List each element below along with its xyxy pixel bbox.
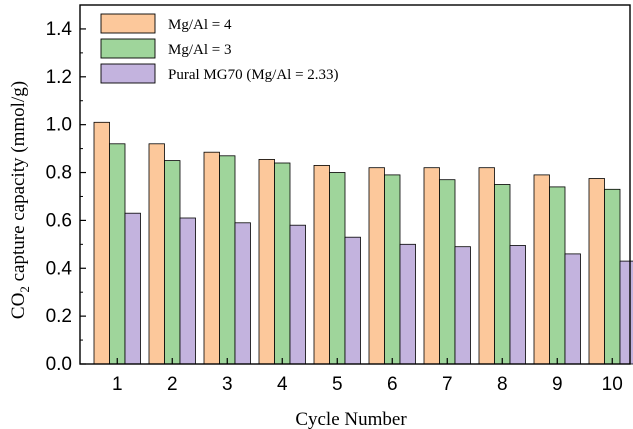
bar-s1-cycle-3 bbox=[203, 151, 220, 365]
bar-s3-cycle-7 bbox=[454, 246, 471, 365]
bar-s2-cycle-1 bbox=[109, 143, 126, 365]
bar-s2-cycle-5 bbox=[329, 172, 346, 365]
bar-s3-cycle-9 bbox=[564, 253, 581, 365]
bar-s2-cycle-6 bbox=[384, 174, 401, 365]
bar-s1-cycle-8 bbox=[478, 167, 495, 365]
y-tick-label-7: 1.4 bbox=[46, 19, 73, 40]
y-tick-label-3: 0.6 bbox=[46, 210, 72, 231]
x-tick-label-3: 3 bbox=[222, 374, 233, 395]
bar-s1-cycle-9 bbox=[533, 174, 550, 365]
x-tick-label-6: 6 bbox=[387, 374, 398, 395]
bar-s2-cycle-7 bbox=[439, 179, 456, 365]
bar-s1-cycle-2 bbox=[148, 143, 165, 365]
x-tick-label-5: 5 bbox=[332, 374, 343, 395]
y-axis-title-subscript: 2 bbox=[17, 286, 32, 293]
x-tick-label-7: 7 bbox=[442, 374, 453, 395]
bar-s1-cycle-1 bbox=[93, 121, 110, 365]
y-tick-label-6: 1.2 bbox=[46, 67, 72, 88]
bar-s3-cycle-6 bbox=[399, 243, 416, 365]
y-tick-label-4: 0.8 bbox=[46, 163, 72, 184]
legend-label-s3: Pural MG70 (Mg/Al = 2.33) bbox=[168, 67, 339, 83]
x-tick-label-2: 2 bbox=[167, 374, 178, 395]
bar-s1-cycle-5 bbox=[313, 164, 330, 365]
y-tick-label-2: 0.4 bbox=[46, 258, 73, 279]
legend-label-s1: Mg/Al = 4 bbox=[168, 17, 232, 33]
x-tick-label-8: 8 bbox=[497, 374, 508, 395]
bar-s3-cycle-3 bbox=[234, 222, 251, 365]
bar-s2-cycle-2 bbox=[164, 160, 181, 365]
bar-s3-cycle-1 bbox=[124, 212, 141, 365]
x-axis-title: Cycle Number bbox=[295, 409, 407, 429]
bar-s1-cycle-7 bbox=[423, 167, 440, 365]
legend-swatch-s2 bbox=[100, 38, 156, 59]
bar-s3-cycle-4 bbox=[289, 224, 306, 365]
bar-s2-cycle-4 bbox=[274, 162, 291, 365]
y-tick-label-1: 0.2 bbox=[46, 306, 72, 327]
legend-swatch-s1 bbox=[100, 13, 156, 34]
bar-s3-cycle-2 bbox=[179, 217, 196, 365]
x-tick-label-10: 10 bbox=[602, 374, 623, 395]
y-axis-title: CO2 capture capacity (mmol/g) bbox=[8, 81, 32, 319]
legend-swatch-s3 bbox=[100, 63, 156, 84]
bar-s2-cycle-10 bbox=[604, 188, 621, 365]
bar-s3-cycle-5 bbox=[344, 236, 361, 365]
bar-s2-cycle-9 bbox=[549, 186, 566, 365]
x-tick-label-1: 1 bbox=[112, 374, 123, 395]
bar-s1-cycle-10 bbox=[588, 178, 605, 365]
x-tick-label-4: 4 bbox=[277, 374, 288, 395]
bar-s1-cycle-4 bbox=[258, 158, 275, 365]
y-axis-title-suffix: capture capacity (mmol/g) bbox=[8, 81, 29, 286]
y-tick-label-0: 0.0 bbox=[46, 354, 72, 375]
y-axis-title-prefix: CO bbox=[8, 293, 29, 319]
bar-s2-cycle-3 bbox=[219, 155, 236, 365]
bar-s3-cycle-8 bbox=[509, 245, 526, 365]
bar-s3-cycle-10 bbox=[619, 260, 633, 365]
legend-label-s2: Mg/Al = 3 bbox=[168, 42, 231, 58]
plot-frame bbox=[79, 4, 631, 365]
y-tick-label-5: 1.0 bbox=[46, 115, 72, 136]
bar-s2-cycle-8 bbox=[494, 184, 511, 365]
x-tick-label-9: 9 bbox=[552, 374, 563, 395]
bar-s1-cycle-6 bbox=[368, 167, 385, 365]
